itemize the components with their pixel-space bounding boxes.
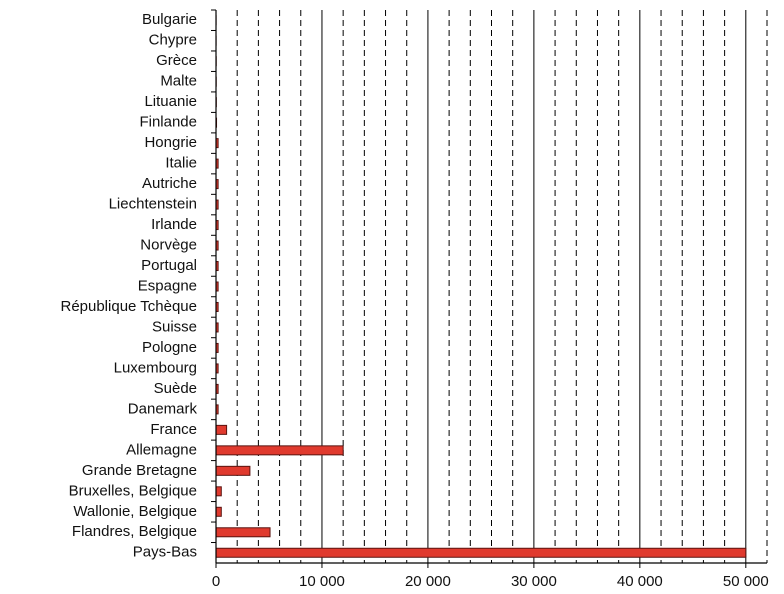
x-tick-label: 50 000 bbox=[723, 573, 769, 590]
bar bbox=[215, 527, 271, 538]
y-tick-label: Pays-Bas bbox=[133, 544, 197, 561]
y-tick-label: Bulgarie bbox=[142, 11, 197, 28]
y-tick-label: France bbox=[150, 421, 197, 438]
y-tick-label: Luxembourg bbox=[114, 359, 197, 376]
x-tick-label: 0 bbox=[212, 573, 220, 590]
y-tick-label: Flandres, Belgique bbox=[72, 523, 197, 540]
y-tick-label: Danemark bbox=[128, 400, 198, 417]
y-tick-label: Grèce bbox=[156, 52, 197, 69]
y-tick-label: Chypre bbox=[149, 32, 197, 49]
bar bbox=[215, 486, 222, 497]
y-tick-label: Bruxelles, Belgique bbox=[69, 482, 197, 499]
y-tick-label: Irlande bbox=[151, 216, 197, 233]
y-tick-label: Pologne bbox=[142, 339, 197, 356]
bar bbox=[215, 465, 251, 476]
y-tick-label: Autriche bbox=[142, 175, 197, 192]
x-tick-label: 10 000 bbox=[299, 573, 345, 590]
y-tick-label: Grande Bretagne bbox=[82, 462, 197, 479]
y-tick-label: Italie bbox=[165, 155, 197, 172]
y-tick-label: Suède bbox=[154, 380, 197, 397]
bar bbox=[215, 506, 222, 517]
y-tick-label: Espagne bbox=[138, 277, 197, 294]
bar bbox=[215, 424, 228, 435]
y-tick-label: Hongrie bbox=[144, 134, 197, 151]
x-tick-label: 40 000 bbox=[617, 573, 663, 590]
x-tick-label: 30 000 bbox=[511, 573, 557, 590]
y-tick-label: Wallonie, Belgique bbox=[73, 503, 197, 520]
y-tick-label: Finlande bbox=[139, 114, 197, 131]
y-tick-label: Liechtenstein bbox=[109, 196, 197, 213]
y-tick-label: Malte bbox=[160, 73, 197, 90]
y-tick-label: République Tchèque bbox=[60, 298, 197, 315]
y-tick-label: Allemagne bbox=[126, 441, 197, 458]
bar bbox=[215, 547, 747, 558]
y-tick-label: Suisse bbox=[152, 318, 197, 335]
bar bbox=[215, 445, 344, 456]
y-tick-label: Lituanie bbox=[144, 93, 197, 110]
x-tick-label: 20 000 bbox=[405, 573, 451, 590]
y-tick-label: Portugal bbox=[141, 257, 197, 274]
y-tick-label: Norvège bbox=[140, 237, 197, 254]
